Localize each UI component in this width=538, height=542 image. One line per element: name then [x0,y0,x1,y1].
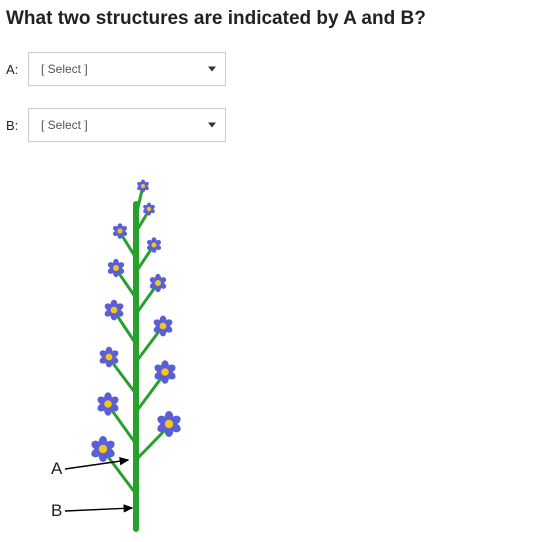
select-a[interactable]: [ Select ] [28,52,226,86]
label-b: B: [6,118,22,133]
row-a: A: [ Select ] [6,52,532,86]
plant-svg: AB [6,164,306,534]
select-b[interactable]: [ Select ] [28,108,226,142]
select-b-wrap: [ Select ] [28,108,226,142]
label-a: A: [6,62,22,77]
row-b: B: [ Select ] [6,108,532,142]
svg-text:B: B [51,501,62,520]
svg-text:A: A [51,459,63,478]
select-a-wrap: [ Select ] [28,52,226,86]
plant-diagram: AB [6,164,532,534]
question-text: What two structures are indicated by A a… [6,8,532,30]
